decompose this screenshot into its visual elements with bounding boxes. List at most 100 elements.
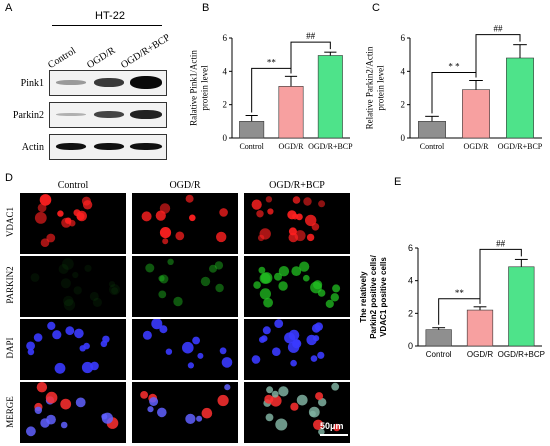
cell-blob <box>57 210 64 217</box>
y-tick-label: 2 <box>223 100 228 110</box>
cell-blob <box>333 423 341 432</box>
cell-blob <box>142 330 152 340</box>
cell-blob <box>314 322 323 331</box>
band-actin-ogdr <box>94 143 124 150</box>
significance-bracket <box>475 34 521 78</box>
micro-col-label-ogdr-bcp: OGD/R+BCP <box>269 180 325 191</box>
cell-blob <box>54 362 66 374</box>
bar-ogd-r <box>466 309 494 347</box>
micro-parkin2-control <box>20 256 126 317</box>
chart-b: 0 2 4 6 Control OGD/R OGD/R+BCP ** ## Ralative Pi… <box>190 31 353 151</box>
cell-blob <box>260 335 268 342</box>
y-axis-label-group: Relative Parkin2/Actin protein level <box>365 46 386 129</box>
cell-blob <box>26 341 35 351</box>
y-axis-label-group: Ralative Pink1/Actin protein level <box>190 50 210 126</box>
significance-label: * * <box>448 62 460 72</box>
cell-blob <box>317 351 325 359</box>
micro-image <box>26 321 110 374</box>
y-tick-label: 0 <box>223 133 228 143</box>
cell-blob <box>92 297 102 307</box>
x-category-label: OGD/R <box>279 142 305 151</box>
cell-blob <box>34 212 47 224</box>
micro-image <box>251 319 325 367</box>
cell-blob <box>288 329 300 341</box>
cell-blob <box>264 394 274 404</box>
cell-blob <box>303 274 310 282</box>
micro-image <box>26 382 119 437</box>
chart-c: 0 2 4 6 Control OGD/R OGD/R+BCP * * ## Relative P… <box>365 24 543 151</box>
cell-blob <box>173 296 183 307</box>
cell-blob <box>36 382 48 393</box>
cell-blob <box>274 319 284 328</box>
y-tick-label: 0 <box>408 341 413 351</box>
cell-blob <box>290 359 297 367</box>
cell-blob <box>278 266 290 277</box>
cell-blob <box>60 421 68 429</box>
micro-parkin2-ogdr <box>132 256 238 317</box>
cell-blob <box>224 384 231 391</box>
cell-blob <box>63 299 76 311</box>
cell-blob <box>201 407 213 419</box>
blot-strip-parkin2 <box>49 102 167 128</box>
significance-label: ## <box>496 238 506 248</box>
cell-blob <box>102 335 110 343</box>
micro-row-label-parkin2: PARKIN2 <box>5 266 15 304</box>
cell-blob <box>330 293 339 302</box>
blot-strip-actin <box>49 134 167 160</box>
bar-control <box>239 121 265 139</box>
cell-blob <box>216 231 227 243</box>
cell-blob <box>251 355 261 364</box>
x-category-label: Control <box>420 142 445 151</box>
band-actin-control <box>56 143 86 150</box>
band-parkin2-control <box>56 113 86 116</box>
bar-ogd-r <box>462 89 490 139</box>
cell-blob <box>296 213 303 221</box>
cell-blob <box>72 271 79 279</box>
cell-blob <box>305 214 317 227</box>
cell-blob <box>101 413 108 420</box>
cell-blob <box>58 264 69 274</box>
cell-blob <box>299 261 310 272</box>
bar-ogd-r-bcp <box>508 266 535 347</box>
y-axis-label: The relatively <box>360 271 368 323</box>
cell-blob <box>217 394 229 407</box>
cell-blob <box>291 266 302 276</box>
y-axis-label: Ralative Pink1/Actin <box>190 50 199 126</box>
cell-blob <box>33 333 43 342</box>
cell-blob <box>89 291 99 301</box>
cell-blob <box>271 390 279 398</box>
y-tick-label: 0 <box>401 133 406 143</box>
cell-blob <box>73 286 82 295</box>
cell-blob <box>331 382 340 391</box>
band-pink1-ogdr <box>94 78 124 87</box>
y-tick-label: 6 <box>401 33 406 43</box>
micro-row-label-vdac1: VDAC1 <box>5 207 15 238</box>
cell-blob <box>209 264 217 273</box>
cell-blob <box>159 325 168 334</box>
cell-blob <box>262 326 271 335</box>
micro-merge-ogdr-bcp <box>244 382 350 443</box>
significance-label: ## <box>494 24 504 34</box>
y-axis-label: VDAC1 positive cells <box>379 257 388 337</box>
micro-vdac1-ogdr-bcp <box>244 193 350 254</box>
cell-blob <box>46 414 56 425</box>
cell-blob <box>39 194 52 206</box>
significance-bracket <box>479 248 522 304</box>
panel-label-e: E <box>394 176 402 188</box>
cell-blob <box>257 234 265 242</box>
lane-label-ogdr-bcp: OGD/R+BCP <box>119 32 173 71</box>
cell-blob <box>303 197 312 206</box>
significance-label: ** <box>267 57 277 67</box>
cell-blob <box>196 415 203 422</box>
band-parkin2-ogdr <box>94 111 124 118</box>
cell-blob <box>315 392 324 401</box>
cell-blob <box>140 391 148 399</box>
cell-blob <box>167 258 174 265</box>
cell-blob <box>325 299 334 308</box>
cell-blob <box>265 196 273 203</box>
significance-bracket <box>290 41 331 74</box>
cell-blob <box>313 335 320 342</box>
cell-blob <box>287 210 297 220</box>
bar-ogd-r-bcp <box>317 55 343 139</box>
cell-blob <box>267 208 274 215</box>
